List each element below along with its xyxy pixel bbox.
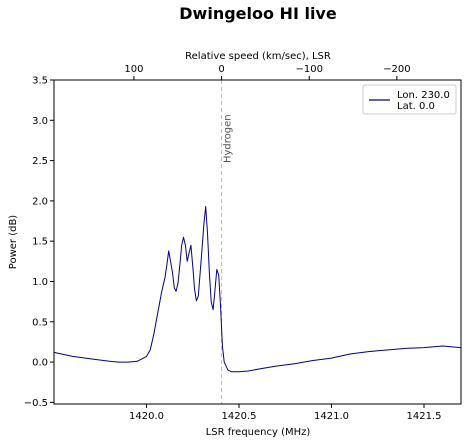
y-axis-label: Power (dB) <box>8 215 19 270</box>
y-tick-label: 2.0 <box>32 196 48 207</box>
x-axis-label: LSR frequency (MHz) <box>206 427 311 438</box>
y-tick-label: 0.0 <box>32 358 48 369</box>
x-tick-label: 1421.0 <box>314 411 349 422</box>
legend-entry-lon: Lon. 230.0 <box>397 90 450 101</box>
hydrogen-annotation: Hydrogen <box>223 114 234 163</box>
y-tick-label: 0.5 <box>32 317 48 328</box>
y-tick-label: −0.5 <box>24 398 48 409</box>
x-tick-label: 1421.5 <box>407 411 442 422</box>
top-axis-label: Relative speed (km/sec), LSR <box>185 51 331 62</box>
x-tick-label: 1420.0 <box>129 411 164 422</box>
x-tick-label: 1420.5 <box>222 411 257 422</box>
y-tick-label: 2.5 <box>32 156 48 167</box>
top-tick-label: 100 <box>124 64 143 75</box>
y-tick-label: 3.5 <box>32 76 48 87</box>
top-tick-label: 0 <box>218 64 224 75</box>
top-tick-label: −200 <box>383 64 410 75</box>
top-tick-label: −100 <box>295 64 322 75</box>
plot-frame <box>53 79 462 405</box>
y-tick-label: 3.0 <box>32 116 48 127</box>
legend: Lon. 230.0 Lat. 0.0 <box>362 84 457 115</box>
legend-entry-lat: Lat. 0.0 <box>397 101 435 112</box>
spectrum-line <box>53 206 462 373</box>
chart-title: Dwingeloo HI live <box>179 4 337 23</box>
legend-box <box>362 84 457 115</box>
y-tick-label: 1.0 <box>32 277 48 288</box>
y-tick-label: 1.5 <box>32 237 48 248</box>
